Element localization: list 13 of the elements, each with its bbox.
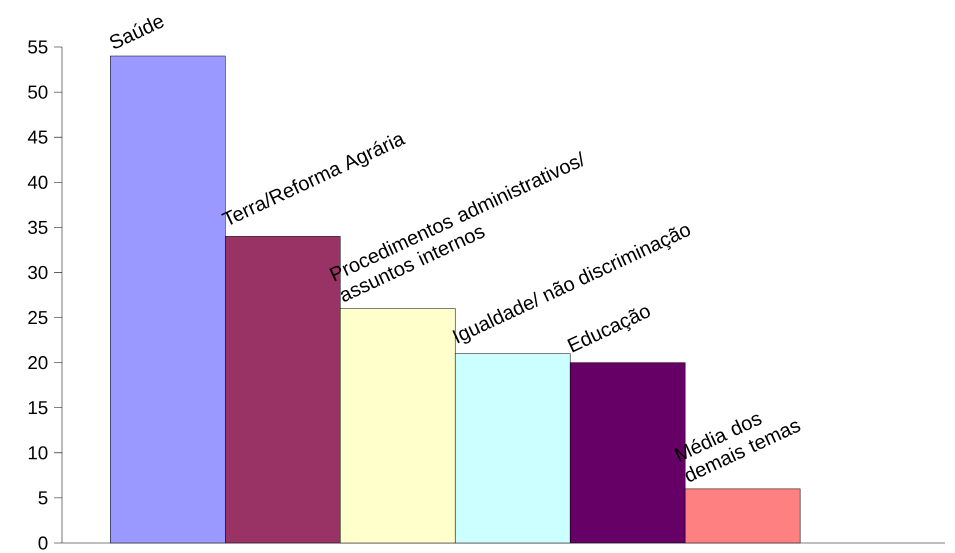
y-tick-label: 35 <box>28 220 48 234</box>
y-tick-label: 5 <box>38 491 48 504</box>
y-tick-label: 55 <box>28 40 48 54</box>
y-tick-label: 20 <box>28 356 48 370</box>
y-tick-label: 0 <box>38 536 48 550</box>
y-tick-label: 15 <box>28 401 48 414</box>
y-tick-label: 30 <box>28 266 48 280</box>
y-tick-label: 40 <box>28 176 48 189</box>
y-tick-label: 45 <box>28 130 48 144</box>
y-tick-label: 10 <box>28 446 48 460</box>
data-label: Saúde <box>110 18 164 48</box>
y-tick-label: 50 <box>28 85 48 99</box>
y-tick-label: 25 <box>28 310 48 324</box>
